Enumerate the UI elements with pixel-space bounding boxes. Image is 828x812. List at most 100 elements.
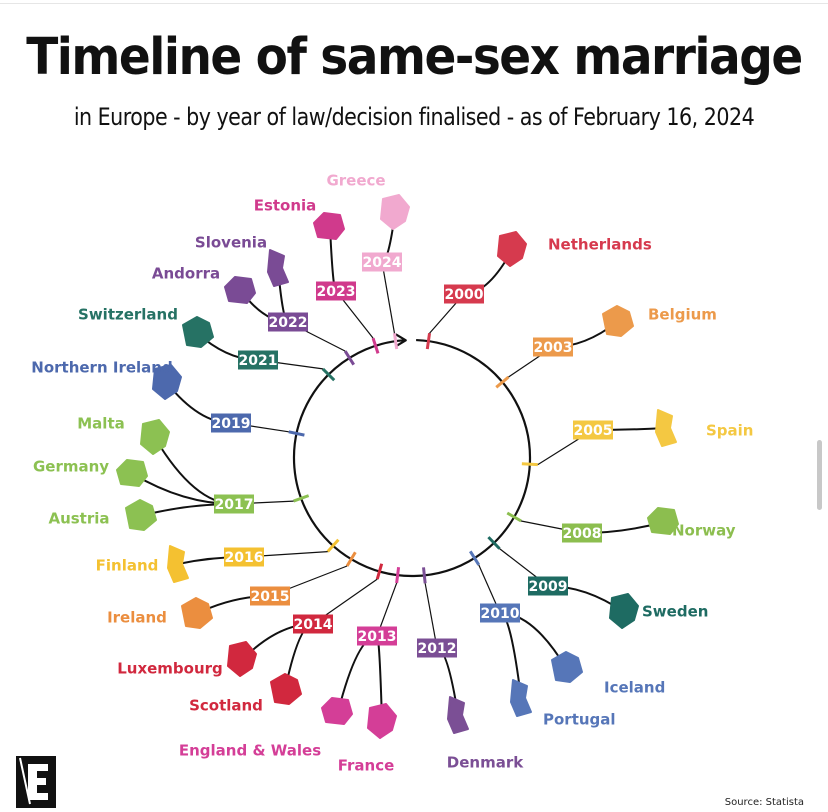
tick-2010: [469, 550, 481, 566]
tick-2003: [495, 375, 510, 389]
country-shape-scotland-icon: [270, 673, 302, 705]
scrollbar-thumb[interactable]: [817, 440, 822, 510]
year-group-2015: Ireland 2015: [107, 551, 357, 629]
tick-2009: [487, 536, 501, 550]
tick-2016: [326, 538, 340, 553]
country-shape-sweden-icon: [609, 593, 639, 629]
year-badge-2000: [444, 284, 484, 304]
country-shape-denmark-icon: [447, 696, 469, 734]
country-shape-austria-icon: [125, 499, 157, 531]
country-label-france: France: [338, 757, 395, 775]
year-badge-2009: [528, 576, 568, 596]
country-label-malta: Malta: [77, 415, 124, 433]
year-label-2010: 2010: [481, 606, 520, 622]
country-shape-portugal-icon: [510, 679, 532, 717]
country-label-belgium: Belgium: [648, 306, 717, 324]
year-label-2015: 2015: [251, 589, 290, 605]
year-group-2024: Greece 2024: [326, 172, 410, 350]
year-label-2013: 2013: [358, 629, 397, 645]
country-shape-iceland-icon: [551, 651, 583, 683]
country-label-england-and-wales: England & Wales: [179, 742, 321, 760]
tick-2000: [425, 333, 432, 350]
top-divider: [0, 3, 828, 4]
year-group-2014: Luxembourg Scotland 2014: [117, 563, 384, 715]
country-shape-france-icon: [367, 703, 397, 739]
year-badge-2008: [562, 523, 602, 543]
source-note: Source: Statista: [724, 797, 804, 808]
year-group-2009: Sweden 2009: [487, 536, 708, 629]
year-badge-2021: [238, 350, 278, 370]
timeline-ring: [292, 338, 532, 578]
country-label-netherlands: Netherlands: [548, 236, 652, 254]
year-badge-2005: [573, 420, 613, 440]
year-group-2016: Finland 2016: [96, 538, 340, 583]
connector-curve: [154, 437, 235, 505]
tick-2022: [343, 350, 355, 366]
tick-2013: [395, 566, 401, 584]
connector-line: [381, 261, 396, 334]
page-title: Timeline of same-sex marriage: [26, 27, 803, 88]
year-badge-2015: [250, 586, 290, 606]
country-label-greece: Greece: [326, 172, 385, 190]
year-badge-2023: [316, 281, 356, 301]
year-label-2000: 2000: [445, 287, 484, 303]
country-shape-luxembourg-icon: [227, 641, 257, 677]
tick-2005: [521, 462, 538, 467]
year-badge-2014: [293, 614, 333, 634]
country-shape-greece-icon: [380, 194, 410, 230]
year-badge-2017: [214, 494, 254, 514]
tick-2008: [506, 511, 522, 523]
country-shape-germany-icon: [116, 459, 148, 487]
publisher-e-logo-icon: [16, 756, 56, 808]
page-subtitle: in Europe - by year of law/decision fina…: [73, 103, 755, 131]
year-group-2005: Spain 2005: [521, 409, 753, 467]
country-shape-finland-icon: [167, 545, 189, 583]
country-label-luxembourg: Luxembourg: [117, 660, 223, 678]
country-shape-belgium-icon: [602, 305, 634, 337]
country-label-ireland: Ireland: [107, 609, 167, 627]
tick-2012: [422, 567, 427, 584]
tick-2019: [288, 430, 305, 437]
country-shape-spain-icon: [655, 409, 677, 447]
country-label-scotland: Scotland: [189, 697, 263, 715]
year-label-2019: 2019: [212, 416, 251, 432]
country-shape-andorra-icon: [224, 276, 256, 304]
year-group-2013: England & Wales France 2013: [179, 566, 401, 775]
country-label-sweden: Sweden: [642, 603, 708, 621]
country-shape-northern-ireland-icon: [152, 364, 182, 400]
year-group-2023: Estonia 2023: [254, 197, 380, 354]
country-label-slovenia: Slovenia: [195, 234, 267, 252]
year-badge-2019: [211, 413, 251, 433]
year-badge-2016: [224, 547, 264, 567]
country-label-northern-ireland: Northern Ireland: [31, 359, 172, 377]
country-label-andorra: Andorra: [152, 265, 220, 283]
year-group-2010: Iceland Portugal 2010: [469, 550, 665, 729]
year-badge-2024: [362, 252, 402, 272]
year-badge-2013: [357, 626, 397, 646]
year-group-2012: Denmark 2012: [417, 567, 524, 772]
tick-2015: [345, 551, 357, 567]
year-badge-2010: [480, 603, 520, 623]
country-label-germany: Germany: [33, 458, 109, 476]
country-label-portugal: Portugal: [543, 711, 616, 729]
country-shape-switzerland-icon: [182, 316, 214, 348]
country-shape-slovenia-icon: [267, 249, 289, 287]
year-badge-2012: [417, 638, 457, 658]
year-label-2008: 2008: [563, 526, 602, 542]
connector-line: [424, 583, 438, 649]
tick-2014: [375, 563, 384, 580]
country-label-switzerland: Switzerland: [78, 306, 178, 324]
year-label-2003: 2003: [534, 340, 573, 356]
year-label-2016: 2016: [225, 550, 264, 566]
country-label-estonia: Estonia: [254, 197, 317, 215]
country-label-spain: Spain: [706, 422, 753, 440]
timeline-arrow-icon: [395, 333, 407, 348]
country-label-austria: Austria: [48, 510, 109, 528]
country-label-iceland: Iceland: [604, 679, 665, 697]
year-badge-2003: [533, 337, 573, 357]
tick-2021: [321, 367, 336, 382]
year-group-2022: Slovenia Andorra 2022: [152, 234, 355, 366]
tick-2024: [392, 333, 399, 350]
country-shape-malta-icon: [140, 419, 170, 455]
